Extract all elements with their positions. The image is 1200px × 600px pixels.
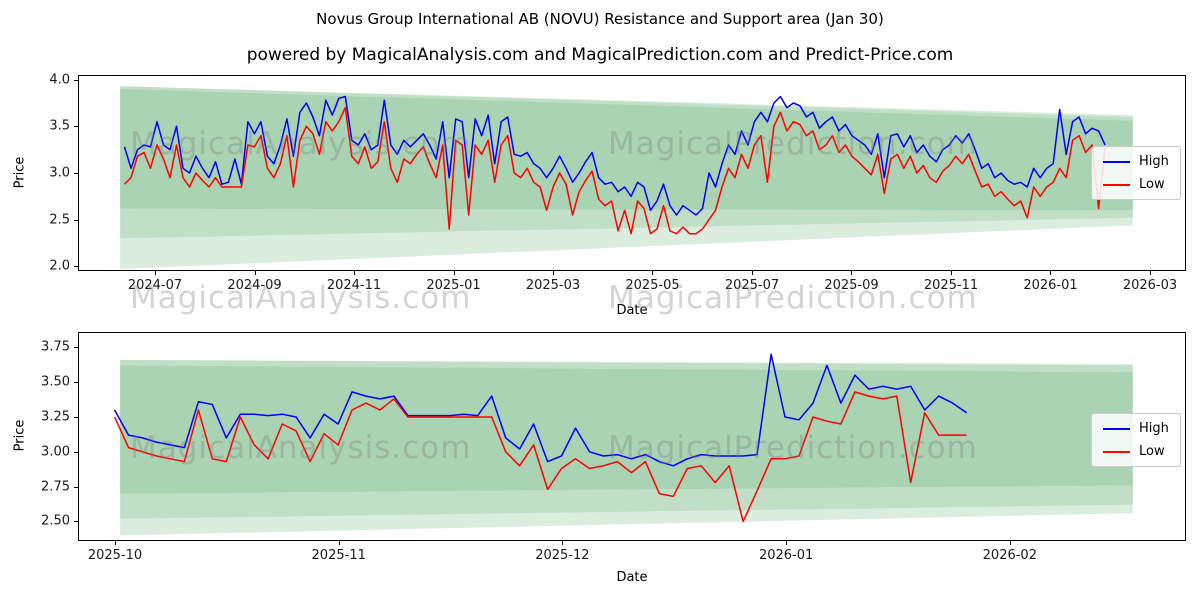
y-tick-label: 3.5 (49, 118, 70, 134)
support-resistance-band (120, 89, 1133, 211)
x-tick-label: 2024-09 (227, 278, 282, 293)
price-chart-bottom (78, 332, 1186, 541)
low-line-swatch (1103, 183, 1130, 186)
y-tick-mark (74, 79, 78, 81)
x-tick-label: 2025-12 (535, 548, 590, 563)
y-tick-label: 4.0 (49, 72, 70, 88)
y-tick-label: 2.0 (49, 258, 70, 274)
legend-top: High Low (1091, 146, 1181, 200)
y-tick-label: 3.00 (41, 444, 70, 460)
x-tick-label: 2025-09 (824, 278, 879, 293)
axes-border (78, 75, 1186, 271)
x-tick-mark (851, 271, 853, 275)
x-tick-mark (338, 541, 340, 545)
x-tick-mark (751, 271, 753, 275)
legend-item-high: High (1103, 154, 1169, 169)
x-tick-label: 2025-07 (724, 278, 780, 293)
y-tick-mark (74, 219, 78, 221)
y-tick-label: 3.0 (49, 165, 70, 181)
legend-item-low: Low (1103, 177, 1169, 192)
y-tick-label: 2.75 (41, 479, 70, 495)
y-tick-label: 3.75 (41, 339, 70, 355)
x-axis-label-top: Date (616, 303, 648, 318)
legend-bottom: High Low (1091, 413, 1181, 467)
x-tick-label: 2024-07 (127, 278, 183, 293)
support-resistance-band (120, 359, 1133, 536)
x-tick-mark (115, 541, 116, 545)
support-resistance-band (120, 365, 1133, 494)
x-tick-mark (354, 271, 355, 275)
y-tick-mark (74, 347, 78, 349)
low-line-swatch (1103, 450, 1130, 453)
high-line-swatch (1103, 427, 1130, 430)
x-tick-label: 2026-02 (982, 548, 1037, 563)
x-tick-mark (552, 271, 554, 275)
y-tick-mark (74, 451, 78, 453)
legend-label-high: High (1139, 154, 1169, 169)
high-line (113, 353, 968, 467)
y-tick-mark (74, 266, 78, 268)
legend-item-low: Low (1103, 444, 1169, 459)
low-line (123, 106, 1106, 235)
support-resistance-band (120, 86, 1133, 270)
x-tick-label: 2025-03 (525, 278, 581, 293)
y-tick-mark (74, 486, 78, 488)
x-tick-label: 2026-01 (758, 548, 814, 563)
x-tick-mark (155, 271, 156, 275)
y-tick-label: 3.50 (41, 374, 70, 390)
y-tick-mark (74, 416, 78, 418)
high-line (123, 95, 1106, 216)
y-tick-label: 2.5 (49, 212, 70, 228)
chart-title: Novus Group International AB (NOVU) Resi… (316, 10, 884, 28)
x-tick-mark (950, 271, 952, 275)
x-axis-label-bottom: Date (616, 570, 648, 585)
price-chart-top (78, 75, 1186, 271)
legend-label-low: Low (1139, 444, 1165, 459)
x-tick-label: 2025-11 (311, 548, 366, 563)
x-tick-label: 2025-10 (87, 548, 143, 563)
x-tick-mark (652, 271, 654, 275)
legend-item-high: High (1103, 421, 1169, 436)
x-tick-mark (1009, 541, 1011, 545)
x-tick-mark (562, 541, 564, 545)
legend-label-high: High (1139, 421, 1169, 436)
y-tick-mark (74, 521, 78, 523)
x-tick-label: 2026-01 (1023, 278, 1078, 293)
y-tick-mark (74, 126, 78, 128)
x-tick-label: 2025-01 (426, 278, 481, 293)
x-tick-label: 2025-05 (625, 278, 680, 293)
y-tick-label: 2.50 (41, 513, 70, 529)
axes-border (78, 332, 1186, 541)
x-tick-label: 2025-11 (923, 278, 979, 293)
chart-subtitle: powered by MagicalAnalysis.com and Magic… (246, 45, 954, 65)
support-resistance-band (120, 86, 1133, 239)
x-tick-label: 2026-03 (1122, 278, 1178, 293)
x-tick-mark (1149, 271, 1151, 275)
x-tick-label: 2024-11 (326, 278, 382, 293)
low-line (113, 391, 967, 523)
legend-label-low: Low (1139, 177, 1165, 192)
x-tick-mark (453, 271, 455, 275)
y-tick-mark (74, 382, 78, 384)
support-resistance-band (120, 359, 1133, 519)
y-tick-mark (74, 173, 78, 174)
x-tick-mark (1050, 271, 1052, 275)
x-tick-mark (786, 541, 788, 545)
high-line-swatch (1103, 160, 1130, 163)
x-tick-mark (254, 271, 256, 275)
y-tick-label: 3.25 (41, 409, 70, 425)
